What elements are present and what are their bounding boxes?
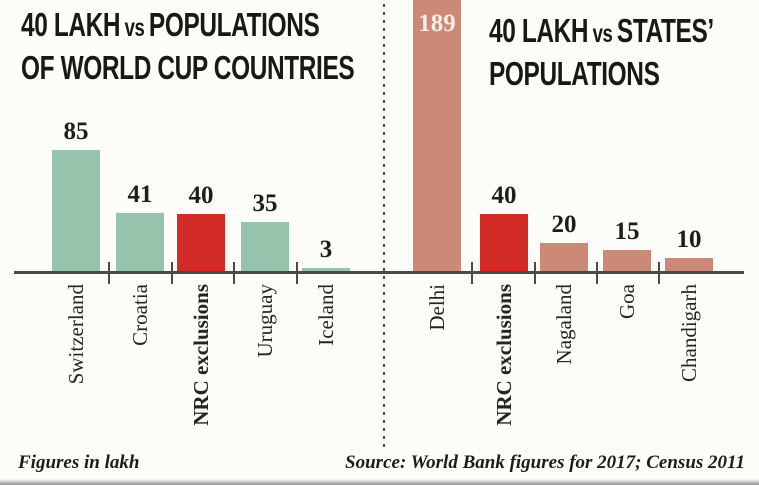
right-title-line1: 40 LAKH vs STATES’: [489, 11, 714, 54]
right-chart-title: 40 LAKH vs STATES’ POPULATIONS: [489, 11, 714, 93]
value-label-chandigarh: 10: [676, 226, 702, 253]
left-title-vs: vs: [124, 14, 145, 42]
footer-note: Figures in lakh: [18, 452, 140, 473]
value-label-delhi: 189: [418, 10, 456, 37]
bar-croatia: [116, 213, 164, 272]
left-title-line2: OF WORLD CUP COUNTRIES: [21, 49, 355, 86]
value-label-croatia: 41: [127, 181, 153, 208]
category-label-nagaland: Nagaland: [552, 284, 576, 365]
left-chart-title: 40 LAKH vs POPULATIONS OF WORLD CUP COUNTR…: [21, 5, 355, 87]
right-title-line1-a: 40 LAKH: [489, 12, 589, 49]
left-title-line1-b: POPULATIONS: [148, 6, 320, 43]
category-label-goa: Goa: [615, 284, 639, 319]
bar-switzerland: [52, 150, 100, 272]
value-label-nrc-exclusions: 40: [188, 182, 214, 209]
category-label-uruguay: Uruguay: [253, 284, 277, 358]
value-label-uruguay: 35: [252, 190, 278, 217]
x-axis-line: [14, 271, 744, 274]
category-label-nrc-exclusions: NRC exclusions: [492, 284, 516, 426]
bar-uruguay: [241, 222, 289, 272]
category-label-iceland: Iceland: [314, 284, 338, 346]
bottom-edge: [0, 479, 759, 485]
value-label-switzerland: 85: [63, 118, 89, 145]
category-label-delhi: Delhi: [425, 284, 449, 331]
bar-nrc-exclusions: [480, 214, 528, 272]
bar-iceland: [302, 268, 350, 272]
value-label-nagaland: 20: [551, 211, 577, 238]
right-title-line1-b: STATES’: [616, 12, 714, 49]
category-label-chandigarh: Chandigarh: [677, 284, 701, 382]
bar-goa: [603, 250, 651, 272]
value-label-nrc-exclusions: 40: [491, 182, 517, 209]
category-label-nrc-exclusions: NRC exclusions: [189, 284, 213, 426]
value-label-iceland: 3: [319, 236, 333, 263]
right-title-line2: POPULATIONS: [489, 55, 660, 92]
left-title-line1: 40 LAKH vs POPULATIONS: [21, 5, 354, 48]
category-label-switzerland: Switzerland: [64, 284, 88, 385]
right-title-vs: vs: [592, 20, 613, 48]
dotted-divider-line: [383, 4, 385, 447]
category-label-croatia: Croatia: [128, 284, 152, 346]
bar-delhi: [413, 0, 461, 272]
bar-nagaland: [540, 243, 588, 272]
left-title-line1-a: 40 LAKH: [21, 6, 121, 43]
value-label-goa: 15: [614, 218, 640, 245]
bar-chandigarh: [665, 258, 713, 272]
bar-nrc-exclusions: [177, 214, 225, 272]
footer-source: Source: World Bank figures for 2017; Cen…: [345, 452, 745, 473]
